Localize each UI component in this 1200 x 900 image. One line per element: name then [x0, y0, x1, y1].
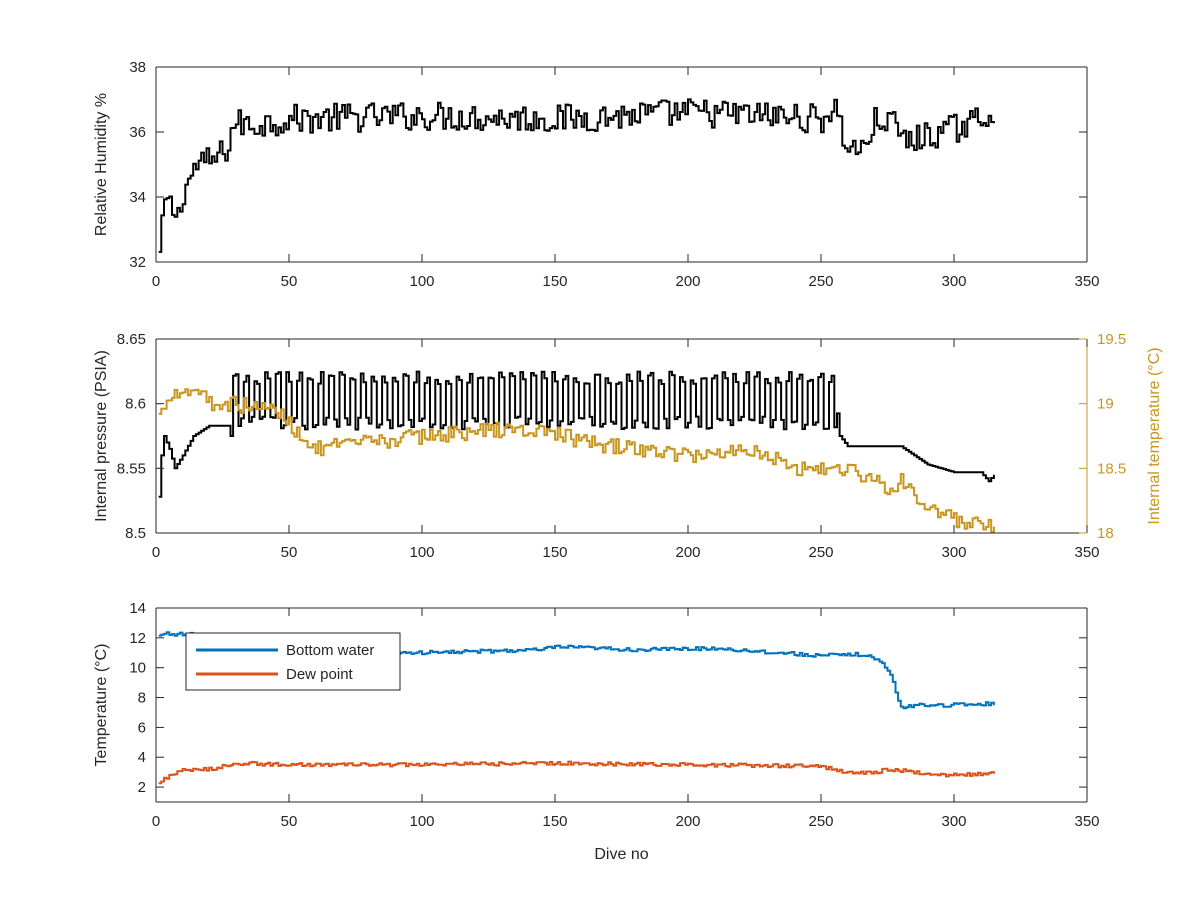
- y2-tick-label: 18: [1097, 525, 1114, 542]
- y-tick-label: 36: [129, 124, 146, 141]
- x-tick-label: 0: [152, 273, 160, 290]
- x-tick-label: 0: [152, 544, 160, 561]
- y2-tick-label: 19.5: [1097, 331, 1126, 348]
- x-tick-label: 50: [281, 273, 298, 290]
- y2-tick-label: 18.5: [1097, 460, 1126, 477]
- legend-label: Dew point: [286, 666, 354, 683]
- y-tick-label: 32: [129, 254, 146, 271]
- y-tick-label: 2: [138, 779, 146, 796]
- y-tick-label: 8.65: [117, 331, 146, 348]
- x-tick-label: 200: [675, 544, 700, 561]
- y2-axis-label: Internal temperature (°C): [1146, 347, 1163, 524]
- y-tick-label: 8.5: [125, 525, 146, 542]
- x-tick-label: 300: [941, 544, 966, 561]
- y-axis-label: Temperature (°C): [93, 644, 110, 767]
- x-tick-label: 200: [675, 273, 700, 290]
- legend: Bottom water Dew point: [185, 632, 401, 691]
- x-tick-label: 50: [281, 813, 298, 830]
- y2-tick-label: 19: [1097, 396, 1114, 413]
- x-tick-label: 250: [808, 273, 833, 290]
- y-tick-label: 10: [129, 660, 146, 677]
- series-line-dew-point: [158, 760, 995, 785]
- x-tick-label: 200: [675, 813, 700, 830]
- x-tick-label: 350: [1074, 544, 1099, 561]
- series-line-1-0: [158, 370, 995, 498]
- y-axis-label: Relative Humidity %: [93, 93, 110, 236]
- x-tick-label: 150: [542, 544, 567, 561]
- humidity-panel: 0 50 100 150 200 250 300 350 32 34 36 38 Relative Hu…: [93, 59, 1100, 290]
- plot-area: [158, 98, 995, 253]
- y-tick-label: 12: [129, 630, 146, 647]
- y-axis-label: Internal pressure (PSIA): [93, 350, 110, 522]
- y-tick-label: 8.6: [125, 396, 146, 413]
- x-tick-label: 150: [542, 273, 567, 290]
- x-tick-label: 300: [941, 273, 966, 290]
- series-line-0-0: [158, 98, 995, 253]
- y-tick-label: 14: [129, 600, 146, 617]
- x-tick-label: 100: [409, 273, 434, 290]
- y-tick-label: 8: [138, 690, 146, 707]
- water-temperature-panel: 0 50 100 150 200 250 300 350 2 4 6 8 10 12 14 Temperatu…: [93, 600, 1100, 863]
- x-tick-label: 300: [941, 813, 966, 830]
- x-axis-label: Dive no: [594, 846, 648, 863]
- y-tick-label: 6: [138, 719, 146, 736]
- pressure-temperature-panel: 0 50 100 150 200 250 300 350 8.5 8.55 8.6 8.65 18 18.…: [93, 331, 1163, 561]
- y-tick-label: 8.55: [117, 460, 146, 477]
- legend-label: Bottom water: [286, 642, 374, 659]
- x-tick-label: 250: [808, 813, 833, 830]
- x-tick-label: 150: [542, 813, 567, 830]
- x-tick-label: 350: [1074, 813, 1099, 830]
- y-tick-label: 34: [129, 189, 146, 206]
- series-line-1-1: [158, 388, 995, 533]
- x-tick-label: 100: [409, 544, 434, 561]
- plot-area: [158, 370, 995, 533]
- y-tick-label: 4: [138, 749, 146, 766]
- x-tick-label: 350: [1074, 273, 1099, 290]
- y-tick-label: 38: [129, 59, 146, 76]
- x-tick-label: 0: [152, 813, 160, 830]
- x-tick-label: 50: [281, 544, 298, 561]
- x-tick-label: 100: [409, 813, 434, 830]
- x-tick-label: 250: [808, 544, 833, 561]
- legend-box: [185, 632, 401, 691]
